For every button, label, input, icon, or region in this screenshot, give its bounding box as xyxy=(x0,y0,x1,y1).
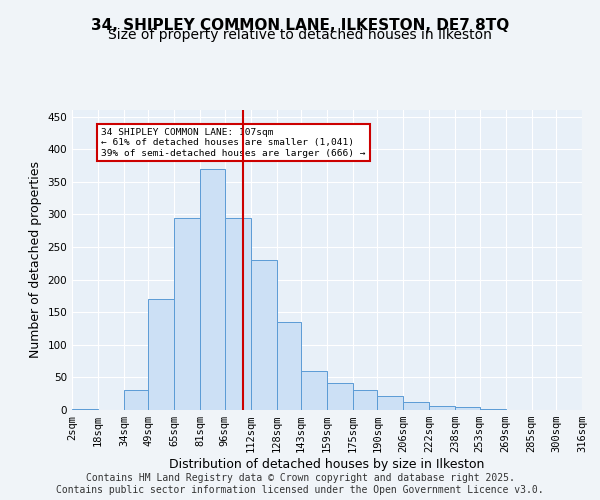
Bar xyxy=(479,408,506,410)
Bar xyxy=(251,260,277,410)
Bar xyxy=(377,396,403,410)
Bar xyxy=(353,390,377,410)
Text: Size of property relative to detached houses in Ilkeston: Size of property relative to detached ho… xyxy=(108,28,492,42)
Bar xyxy=(403,402,430,410)
Bar xyxy=(72,408,98,410)
Bar xyxy=(124,390,148,410)
Text: 34 SHIPLEY COMMON LANE: 107sqm
← 61% of detached houses are smaller (1,041)
39% : 34 SHIPLEY COMMON LANE: 107sqm ← 61% of … xyxy=(101,128,366,158)
Bar xyxy=(301,371,327,410)
Text: Contains HM Land Registry data © Crown copyright and database right 2025.
Contai: Contains HM Land Registry data © Crown c… xyxy=(56,474,544,495)
X-axis label: Distribution of detached houses by size in Ilkeston: Distribution of detached houses by size … xyxy=(169,458,485,471)
Text: 34, SHIPLEY COMMON LANE, ILKESTON, DE7 8TQ: 34, SHIPLEY COMMON LANE, ILKESTON, DE7 8… xyxy=(91,18,509,32)
Bar xyxy=(277,322,301,410)
Bar xyxy=(430,406,455,410)
Y-axis label: Number of detached properties: Number of detached properties xyxy=(29,162,42,358)
Bar xyxy=(148,299,175,410)
Bar xyxy=(327,382,353,410)
Bar xyxy=(175,218,200,410)
Bar xyxy=(200,168,224,410)
Bar xyxy=(224,218,251,410)
Bar xyxy=(455,406,479,410)
